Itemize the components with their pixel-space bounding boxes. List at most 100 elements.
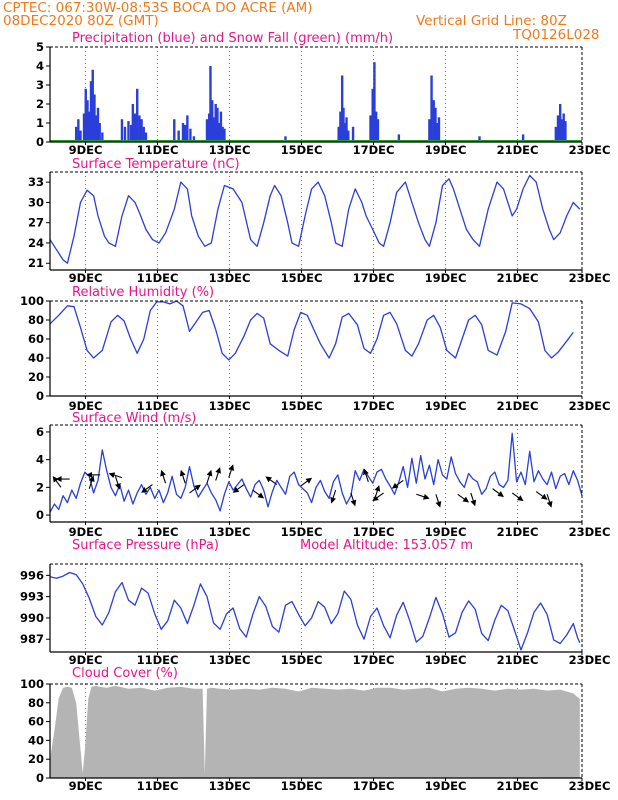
y-tick-label: 0 xyxy=(36,135,44,149)
precip-bar xyxy=(84,88,87,142)
x-tick-label: 23DEC xyxy=(569,653,611,667)
x-tick-label: 11DEC xyxy=(137,399,179,413)
precip-bar xyxy=(89,81,93,142)
x-tick-label: 11DEC xyxy=(137,653,179,667)
x-tick-label: 9DEC xyxy=(69,399,103,413)
precip-bar xyxy=(337,126,340,142)
precip-bar xyxy=(144,132,148,142)
precip-bar xyxy=(131,104,135,142)
precip-bar xyxy=(91,69,94,142)
x-tick-label: 17DEC xyxy=(353,653,395,667)
precip-bar xyxy=(221,126,224,142)
x-tick-label: 15DEC xyxy=(281,143,323,157)
wind-vector xyxy=(350,492,357,507)
precip-bar xyxy=(374,111,378,142)
y-tick-label: 40 xyxy=(28,351,44,365)
x-tick-label: 23DEC xyxy=(569,779,611,793)
x-tick-label: 9DEC xyxy=(69,525,103,539)
grid-line-note: Vertical Grid Line: 80Z xyxy=(416,13,567,29)
x-tick-label: 23DEC xyxy=(569,399,611,413)
precip-bar xyxy=(140,119,143,142)
precip-bar xyxy=(123,126,127,142)
cloud-panel: 9DEC 11DEC 13DEC 15DEC 17DEC 19DEC 21DEC 23DEC 1… xyxy=(20,666,610,793)
x-tick-label: 15DEC xyxy=(281,779,323,793)
precip-bar xyxy=(376,119,380,142)
wind-vector xyxy=(189,484,201,494)
precip-bar xyxy=(98,123,101,142)
wind-vector xyxy=(179,469,186,484)
precip-bar xyxy=(560,119,564,142)
precip-bar xyxy=(183,124,187,142)
x-tick-label: 19DEC xyxy=(425,399,467,413)
y-tick-label: 993 xyxy=(20,590,44,604)
precip-bar xyxy=(129,124,133,142)
x-tick-label: 21DEC xyxy=(497,399,539,413)
temp-title: Surface Temperature (nC) xyxy=(72,157,240,172)
x-tick-label: 9DEC xyxy=(69,143,103,157)
x-tick-label: 19DEC xyxy=(425,525,467,539)
wind-title: Surface Wind (m/s) xyxy=(72,411,196,426)
y-tick-label: 60 xyxy=(28,332,44,346)
precip-bar xyxy=(101,132,104,142)
x-tick-label: 9DEC xyxy=(69,653,103,667)
x-tick-label: 23DEC xyxy=(569,525,611,539)
precip-bar xyxy=(186,115,189,142)
precip-bar xyxy=(133,113,137,142)
wind-vector xyxy=(546,494,553,508)
station-header: CPTEC: 067:30W-08:53S BOCA DO ACRE (AM) xyxy=(3,0,313,16)
y-tick-label: 0 xyxy=(36,508,44,522)
wind-vector xyxy=(457,493,470,503)
x-tick-label: 17DEC xyxy=(353,271,395,285)
wind-vector xyxy=(160,469,167,484)
wind-vector xyxy=(511,492,524,502)
precip-bar xyxy=(478,136,481,142)
precip-bar xyxy=(373,62,376,143)
x-tick-label: 17DEC xyxy=(353,399,395,413)
y-tick-label: 27 xyxy=(28,216,44,230)
precip-bar xyxy=(77,119,80,142)
y-tick-label: 20 xyxy=(28,752,44,766)
y-tick-label: 5 xyxy=(36,40,44,54)
y-tick-label: 996 xyxy=(20,568,44,582)
y-tick-label: 100 xyxy=(20,294,44,308)
precip-bar xyxy=(138,115,141,142)
wind-line xyxy=(49,432,583,513)
x-tick-label: 21DEC xyxy=(497,779,539,793)
x-tick-label: 23DEC xyxy=(569,143,611,157)
wind-vector xyxy=(470,492,477,507)
precip-bar xyxy=(212,117,216,142)
y-tick-label: 987 xyxy=(20,632,44,646)
x-tick-label: 17DEC xyxy=(353,525,395,539)
precip-bar xyxy=(521,134,525,142)
x-tick-label: 21DEC xyxy=(497,143,539,157)
wind-vector xyxy=(206,469,213,484)
y-tick-label: 990 xyxy=(20,611,44,625)
x-tick-label: 19DEC xyxy=(425,779,467,793)
wind-vector xyxy=(416,493,430,500)
precip-bar xyxy=(342,107,345,142)
precip-bar xyxy=(428,119,431,142)
rh-line xyxy=(49,300,574,361)
wind-vector xyxy=(108,472,123,479)
y-tick-label: 80 xyxy=(28,696,44,710)
precip-bar xyxy=(437,117,441,142)
wind-vector xyxy=(88,475,95,489)
x-tick-label: 19DEC xyxy=(425,143,467,157)
precip-bar xyxy=(217,123,221,142)
precip-bar xyxy=(214,104,217,142)
precip-bar xyxy=(79,130,82,142)
date-header: 08DEC2020 80Z (GMT) xyxy=(3,13,159,29)
y-tick-label: 0 xyxy=(36,389,44,403)
precip-bar xyxy=(344,123,347,142)
precip-bar xyxy=(207,113,211,142)
x-tick-label: 11DEC xyxy=(137,143,179,157)
x-tick-label: 13DEC xyxy=(209,399,251,413)
precip-title: Precipitation (blue) and Snow Fall (gree… xyxy=(72,31,393,46)
y-tick-label: 20 xyxy=(28,370,44,384)
temp-line xyxy=(49,174,581,264)
precip-bar xyxy=(436,123,439,142)
precip-bar xyxy=(558,104,562,142)
precip-bar xyxy=(434,107,437,142)
precip-bar xyxy=(205,119,209,142)
